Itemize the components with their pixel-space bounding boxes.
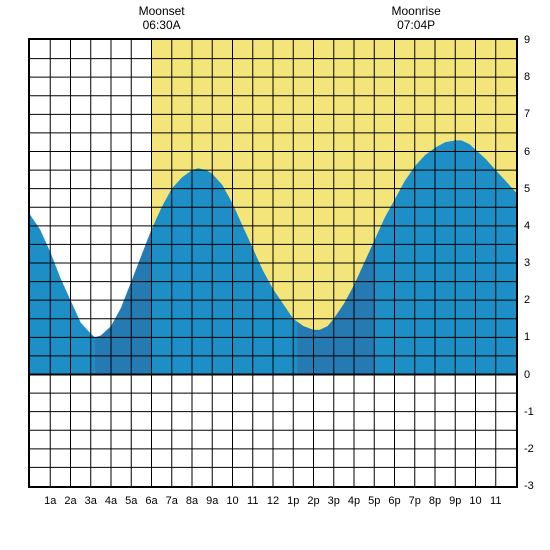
annotation-title: Moonrise — [376, 4, 456, 18]
x-tick-label: 4a — [105, 495, 117, 507]
x-tick-label: 8p — [429, 495, 441, 507]
y-tick-label: 0 — [524, 369, 530, 381]
y-tick-label: 8 — [524, 71, 530, 83]
moon-annotation: Moonset06:30A — [122, 4, 202, 33]
y-axis-labels: -3-2-10123456789 — [520, 38, 545, 488]
x-tick-label: 5p — [368, 495, 380, 507]
x-tick-label: 7p — [409, 495, 421, 507]
x-tick-label: 5a — [125, 495, 137, 507]
tide-chart: Moonset06:30A Moonrise07:04P 1a 2a 3a 4a 5a 6a… — [0, 0, 550, 550]
y-tick-label: -2 — [524, 443, 534, 455]
y-tick-label: -1 — [524, 406, 534, 418]
plot-svg — [30, 40, 516, 486]
y-tick-label: 9 — [524, 34, 530, 46]
y-tick-label: 7 — [524, 108, 530, 120]
y-tick-label: -3 — [524, 480, 534, 492]
x-tick-label: 6p — [388, 495, 400, 507]
x-tick-label: 1p — [287, 495, 299, 507]
x-tick-label: 7a — [166, 495, 178, 507]
moon-annotation: Moonrise07:04P — [376, 4, 456, 33]
annotation-time: 06:30A — [122, 18, 202, 32]
x-tick-label: 8a — [186, 495, 198, 507]
x-tick-label: 1a — [44, 495, 56, 507]
x-tick-label: 12 — [267, 495, 279, 507]
x-axis-labels: 1a 2a 3a 4a 5a 6a 7a 8a 9a 10 11 12 1p 2p 3p 4p 5p 6p 7p 8p… — [28, 495, 518, 515]
y-tick-label: 2 — [524, 294, 530, 306]
y-tick-label: 5 — [524, 183, 530, 195]
y-tick-label: 1 — [524, 331, 530, 343]
plot-area — [28, 38, 518, 488]
x-tick-label: 3p — [328, 495, 340, 507]
x-tick-label: 2a — [64, 495, 76, 507]
x-tick-label: 9a — [206, 495, 218, 507]
x-tick-label: 4p — [348, 495, 360, 507]
x-tick-label: 10 — [469, 495, 481, 507]
x-tick-label: 2p — [307, 495, 319, 507]
y-tick-label: 6 — [524, 146, 530, 158]
annotation-time: 07:04P — [376, 18, 456, 32]
x-tick-label: 10 — [226, 495, 238, 507]
x-tick-label: 6a — [145, 495, 157, 507]
x-tick-label: 3a — [85, 495, 97, 507]
x-tick-label: 11 — [490, 495, 501, 507]
x-tick-label: 11 — [247, 495, 258, 507]
y-tick-label: 4 — [524, 220, 530, 232]
x-tick-label: 9p — [449, 495, 461, 507]
y-tick-label: 3 — [524, 257, 530, 269]
annotation-title: Moonset — [122, 4, 202, 18]
